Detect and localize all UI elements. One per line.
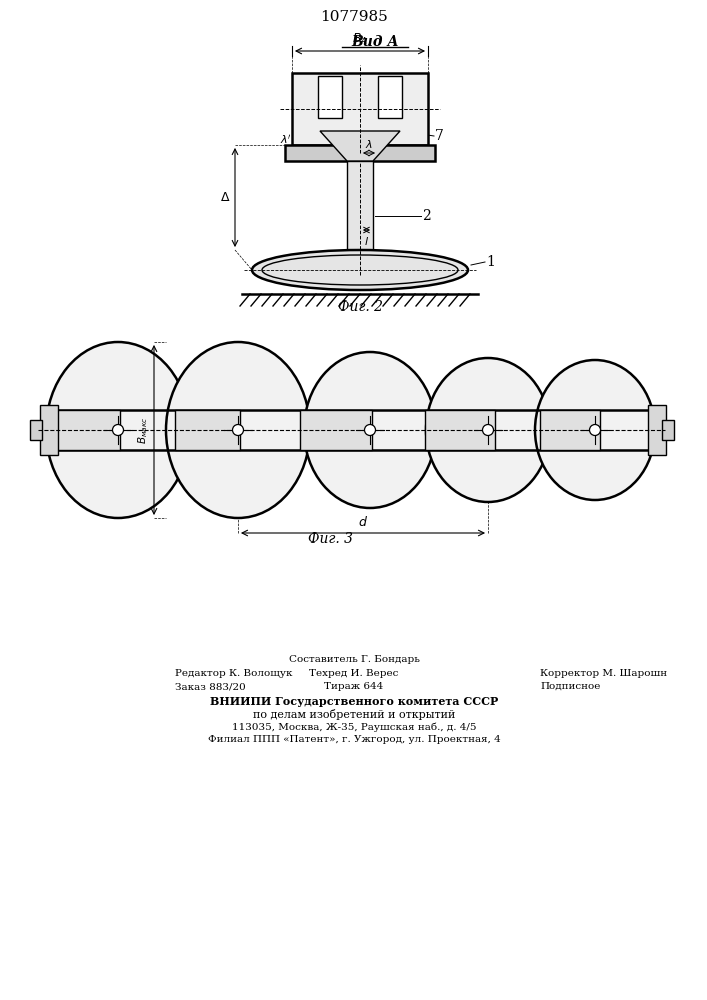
Bar	[648, 405, 666, 455]
Text: ВНИИПИ Государственного комитета СССР: ВНИИПИ Государственного комитета СССР	[210, 696, 498, 707]
Text: 1077985: 1077985	[320, 10, 388, 24]
Bar	[175, 410, 240, 450]
Text: Вид А: Вид А	[351, 35, 399, 49]
Text: Филиал ППП «Патент», г. Ужгород, ул. Проектная, 4: Филиал ППП «Патент», г. Ужгород, ул. Про…	[208, 735, 501, 744]
Text: 7: 7	[435, 129, 444, 143]
Text: Тираж 644: Тираж 644	[325, 682, 384, 691]
Text: $\Delta$: $\Delta$	[220, 191, 230, 204]
Text: $B_{макс}$: $B_{макс}$	[136, 416, 150, 444]
Text: 2: 2	[422, 209, 431, 223]
Ellipse shape	[426, 358, 550, 502]
Text: 1: 1	[486, 255, 495, 269]
Bar	[540, 410, 600, 450]
Text: Подписное: Подписное	[540, 682, 600, 691]
Text: Фиг. 3: Фиг. 3	[308, 532, 353, 546]
Text: Редактор К. Волощук: Редактор К. Волощук	[175, 669, 293, 678]
Text: по делам изобретений и открытий: по делам изобретений и открытий	[253, 709, 455, 720]
Circle shape	[233, 424, 243, 436]
Circle shape	[590, 424, 600, 436]
Ellipse shape	[46, 342, 190, 518]
Text: Корректор М. Шарошн: Корректор М. Шарошн	[540, 669, 667, 678]
Ellipse shape	[166, 342, 310, 518]
Bar	[318, 76, 342, 118]
Text: $\lambda'$: $\lambda'$	[280, 132, 292, 145]
Polygon shape	[320, 131, 400, 161]
Ellipse shape	[535, 360, 655, 500]
Bar	[347, 161, 373, 270]
Circle shape	[112, 424, 124, 436]
Text: $B_A$: $B_A$	[352, 32, 368, 47]
Text: Заказ 883/20: Заказ 883/20	[175, 682, 246, 691]
Text: Составитель Г. Бондарь: Составитель Г. Бондарь	[288, 655, 419, 664]
Text: $d$: $d$	[358, 515, 368, 529]
Bar	[425, 410, 495, 450]
Circle shape	[482, 424, 493, 436]
Text: Фиг. 2: Фиг. 2	[337, 300, 382, 314]
Bar	[30, 420, 42, 440]
Text: $l$: $l$	[364, 235, 369, 247]
Bar	[662, 420, 674, 440]
Text: $\lambda$: $\lambda$	[365, 138, 373, 150]
Bar	[40, 405, 58, 455]
Bar	[55, 410, 120, 450]
Text: Техред И. Верес: Техред И. Верес	[310, 669, 399, 678]
Bar	[285, 145, 435, 161]
Ellipse shape	[252, 250, 468, 290]
Bar	[300, 410, 372, 450]
Circle shape	[365, 424, 375, 436]
Text: 113035, Москва, Ж-35, Раушская наб., д. 4/5: 113035, Москва, Ж-35, Раушская наб., д. …	[232, 722, 477, 732]
Bar	[292, 73, 428, 145]
Bar	[378, 76, 402, 118]
Ellipse shape	[304, 352, 436, 508]
